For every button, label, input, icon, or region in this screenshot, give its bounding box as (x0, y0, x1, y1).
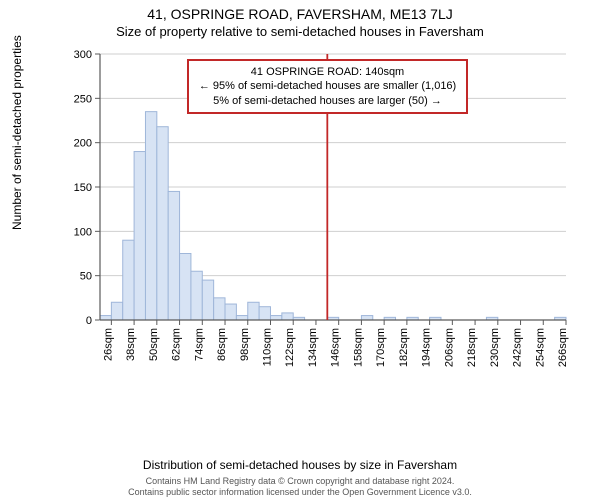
callout-line1: 41 OSPRINGE ROAD: 140sqm (199, 65, 456, 79)
svg-text:194sqm: 194sqm (421, 328, 433, 367)
footer-line2: Contains public sector information licen… (0, 487, 600, 498)
svg-text:86sqm: 86sqm (216, 328, 228, 361)
page-subtitle: Size of property relative to semi-detach… (0, 22, 600, 39)
property-callout: 41 OSPRINGE ROAD: 140sqm ← 95% of semi-d… (187, 59, 468, 114)
svg-text:98sqm: 98sqm (239, 328, 251, 361)
footer-attribution: Contains HM Land Registry data © Crown c… (0, 476, 600, 498)
svg-text:170sqm: 170sqm (375, 328, 387, 367)
svg-text:50sqm: 50sqm (148, 328, 160, 361)
svg-text:206sqm: 206sqm (443, 328, 455, 367)
svg-text:254sqm: 254sqm (534, 328, 546, 367)
page-title: 41, OSPRINGE ROAD, FAVERSHAM, ME13 7LJ (0, 0, 600, 22)
callout-line2: ← 95% of semi-detached houses are smalle… (199, 79, 456, 93)
svg-text:62sqm: 62sqm (171, 328, 183, 361)
svg-text:266sqm: 266sqm (557, 328, 569, 367)
callout-line3: 5% of semi-detached houses are larger (5… (199, 94, 456, 108)
svg-text:158sqm: 158sqm (352, 328, 364, 367)
svg-text:200: 200 (74, 138, 92, 150)
svg-text:100: 100 (74, 226, 92, 238)
svg-text:110sqm: 110sqm (261, 328, 273, 366)
y-axis-label: Number of semi-detached properties (10, 35, 24, 230)
svg-text:50: 50 (80, 271, 92, 283)
svg-text:74sqm: 74sqm (193, 328, 205, 361)
svg-text:242sqm: 242sqm (512, 328, 524, 367)
footer-line1: Contains HM Land Registry data © Crown c… (0, 476, 600, 487)
svg-text:122sqm: 122sqm (284, 328, 296, 367)
svg-text:300: 300 (74, 50, 92, 61)
svg-text:218sqm: 218sqm (466, 328, 478, 367)
svg-text:38sqm: 38sqm (125, 328, 137, 361)
x-axis-label: Distribution of semi-detached houses by … (0, 458, 600, 472)
chart-container: 41, OSPRINGE ROAD, FAVERSHAM, ME13 7LJ S… (0, 0, 600, 500)
svg-text:250: 250 (74, 93, 92, 105)
svg-text:182sqm: 182sqm (398, 328, 410, 367)
svg-text:150: 150 (74, 182, 92, 194)
svg-text:134sqm: 134sqm (307, 328, 319, 367)
svg-text:26sqm: 26sqm (102, 328, 114, 361)
svg-text:0: 0 (86, 315, 92, 327)
svg-text:146sqm: 146sqm (330, 328, 342, 367)
svg-text:230sqm: 230sqm (489, 328, 501, 367)
chart-area: 0 50 100 150 200 250 300 26sqm 38sqm 50sqm 62sqm 74… (64, 50, 572, 420)
